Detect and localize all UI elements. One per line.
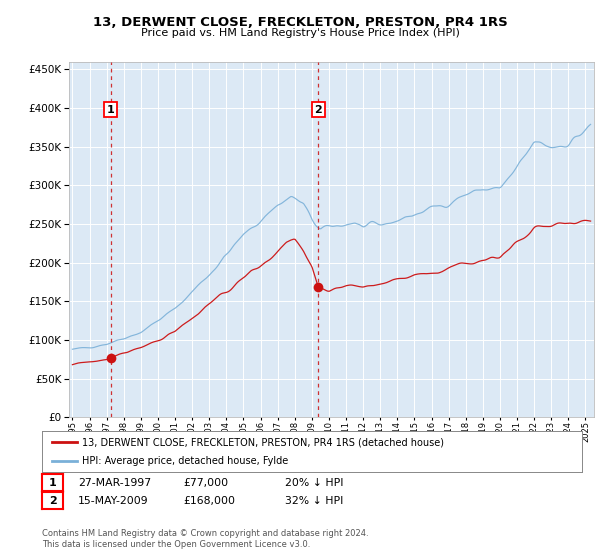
Text: 27-MAR-1997: 27-MAR-1997 bbox=[78, 478, 151, 488]
Text: HPI: Average price, detached house, Fylde: HPI: Average price, detached house, Fyld… bbox=[83, 456, 289, 465]
Text: 1: 1 bbox=[107, 105, 115, 115]
Bar bbox=[69, 62, 594, 417]
Text: 13, DERWENT CLOSE, FRECKLETON, PRESTON, PR4 1RS: 13, DERWENT CLOSE, FRECKLETON, PRESTON, … bbox=[92, 16, 508, 29]
Text: 1: 1 bbox=[49, 478, 56, 488]
Text: Price paid vs. HM Land Registry's House Price Index (HPI): Price paid vs. HM Land Registry's House … bbox=[140, 28, 460, 38]
Text: 32% ↓ HPI: 32% ↓ HPI bbox=[285, 496, 343, 506]
Text: 15-MAY-2009: 15-MAY-2009 bbox=[78, 496, 149, 506]
Text: 20% ↓ HPI: 20% ↓ HPI bbox=[285, 478, 343, 488]
Text: Contains HM Land Registry data © Crown copyright and database right 2024.
This d: Contains HM Land Registry data © Crown c… bbox=[42, 529, 368, 549]
Text: 2: 2 bbox=[49, 496, 56, 506]
Text: 2: 2 bbox=[314, 105, 322, 115]
Text: £77,000: £77,000 bbox=[183, 478, 228, 488]
Text: 13, DERWENT CLOSE, FRECKLETON, PRESTON, PR4 1RS (detached house): 13, DERWENT CLOSE, FRECKLETON, PRESTON, … bbox=[83, 437, 445, 447]
Text: £168,000: £168,000 bbox=[183, 496, 235, 506]
